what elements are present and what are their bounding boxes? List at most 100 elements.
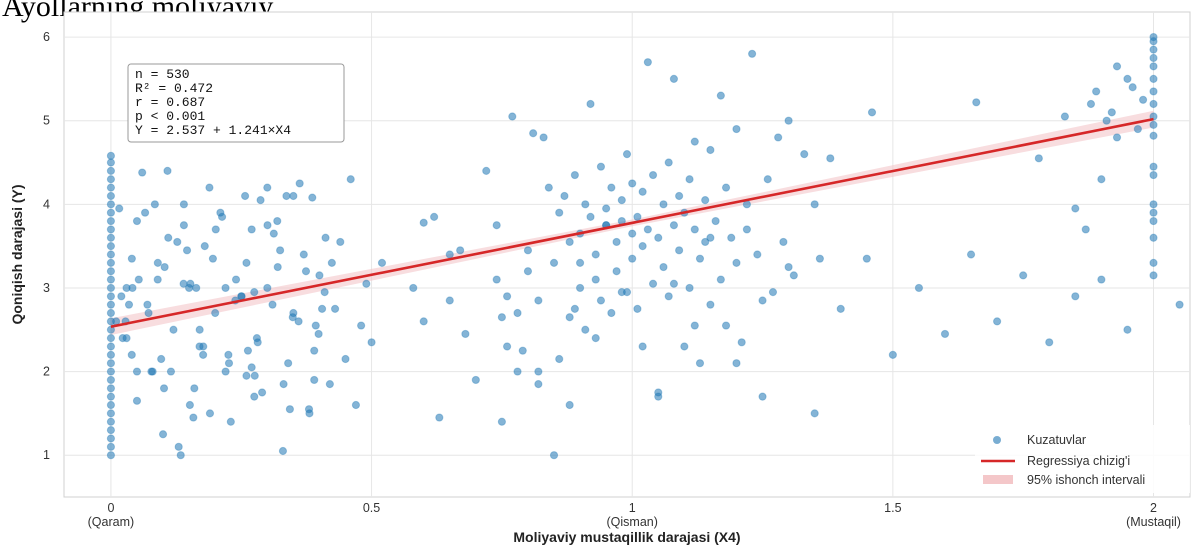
data-point: [115, 204, 124, 213]
data-point: [721, 321, 731, 330]
data-point: [701, 196, 710, 205]
data-point: [607, 183, 616, 192]
data-point: [701, 237, 710, 247]
data-point: [492, 221, 501, 230]
data-point: [106, 200, 116, 209]
data-point: [867, 108, 877, 117]
data-point: [690, 137, 699, 146]
data-point: [221, 367, 230, 376]
data-point: [534, 380, 543, 389]
y-axis-title: Qoniqish darajasi (Y): [9, 184, 25, 324]
data-point: [179, 221, 188, 230]
data-point: [560, 191, 569, 201]
data-point: [157, 354, 166, 364]
data-point: [1149, 162, 1158, 171]
data-point: [1149, 233, 1158, 242]
data-point: [1149, 62, 1158, 71]
data-point: [190, 384, 199, 393]
data-point: [1149, 216, 1158, 226]
data-point: [1149, 32, 1158, 42]
data-point: [288, 313, 297, 322]
data-point: [549, 451, 559, 460]
data-point: [497, 417, 506, 426]
data-point: [330, 304, 340, 313]
data-point: [659, 200, 668, 209]
data-point: [581, 200, 590, 209]
data-point: [346, 175, 355, 184]
data-point: [685, 283, 694, 293]
data-point: [581, 325, 590, 334]
data-point: [247, 363, 256, 372]
data-point: [648, 279, 658, 288]
data-point: [106, 216, 116, 226]
data-point: [596, 296, 606, 305]
data-point: [706, 300, 715, 309]
data-point: [211, 308, 220, 318]
data-point: [1133, 124, 1142, 134]
data-point: [654, 233, 663, 242]
stats-line: p < 0.001: [135, 109, 205, 124]
data-point: [106, 242, 116, 251]
data-point: [205, 183, 214, 192]
data-point: [317, 304, 327, 313]
data-point: [1107, 108, 1116, 117]
data-point: [966, 250, 976, 259]
data-point: [633, 212, 642, 221]
x-tick-label: 0: [107, 501, 114, 515]
data-point: [279, 380, 288, 389]
data-point: [106, 417, 116, 426]
data-point: [127, 254, 136, 263]
data-point: [321, 233, 330, 242]
data-point: [160, 262, 169, 272]
data-point: [1149, 74, 1158, 83]
data-point: [278, 446, 288, 456]
data-point: [106, 191, 116, 201]
data-point: [1123, 74, 1132, 83]
data-point: [138, 168, 147, 177]
data-point: [1149, 271, 1158, 280]
x-tick-sublabel: (Mustaqil): [1126, 515, 1181, 529]
data-point: [523, 246, 533, 255]
legend-label-line: Regressiya chizig'i: [1027, 454, 1130, 468]
data-point: [132, 367, 142, 376]
data-point: [575, 258, 585, 267]
data-point: [664, 158, 673, 167]
data-point: [643, 58, 652, 67]
data-point: [179, 200, 188, 209]
data-point: [1034, 154, 1043, 163]
data-point: [310, 346, 319, 355]
data-point: [242, 258, 251, 267]
data-point: [357, 321, 366, 330]
data-point: [669, 221, 679, 230]
y-tick-label: 4: [43, 197, 50, 211]
data-point: [565, 237, 574, 247]
data-point: [1123, 325, 1132, 334]
data-point: [305, 409, 314, 418]
data-point: [247, 225, 256, 234]
data-point: [106, 400, 116, 410]
data-point: [217, 212, 227, 221]
data-point: [106, 267, 116, 276]
data-point: [628, 254, 637, 263]
data-point: [301, 267, 311, 276]
data-point: [336, 237, 345, 247]
legend-label-points: Kuzatuvlar: [1027, 433, 1086, 447]
data-point: [742, 225, 751, 234]
data-point: [1149, 53, 1158, 63]
data-point: [311, 321, 320, 330]
data-point: [106, 308, 116, 318]
data-point: [106, 442, 116, 451]
data-point: [727, 233, 736, 242]
data-point: [706, 145, 715, 155]
data-point: [367, 338, 376, 347]
data-point: [295, 179, 304, 188]
data-point: [659, 262, 668, 272]
data-point: [284, 359, 293, 368]
data-point: [591, 334, 600, 343]
data-point: [888, 350, 897, 359]
data-point: [826, 154, 835, 163]
stats-line: n = 530: [135, 67, 190, 82]
data-point: [1081, 225, 1090, 234]
data-point: [753, 250, 762, 259]
